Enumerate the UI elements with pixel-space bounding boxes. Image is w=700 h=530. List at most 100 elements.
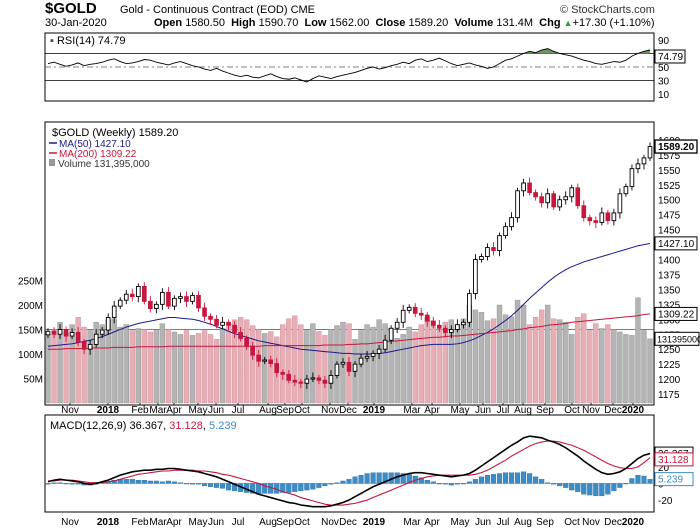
volume-bar-76 bbox=[502, 314, 509, 404]
x-label-top-3: Mar bbox=[149, 405, 167, 416]
copyright-label[interactable]: © StockCharts.com bbox=[560, 4, 655, 16]
macd-hist-bar-91 bbox=[593, 483, 599, 497]
x-label-top-8: Aug bbox=[259, 405, 277, 416]
macd-hist-bar-92 bbox=[599, 483, 605, 497]
volume-bar-75 bbox=[496, 304, 503, 404]
chg-label: Chg bbox=[539, 17, 561, 29]
candle-95 bbox=[617, 188, 623, 219]
volume-legend: Volume 131,395,000 bbox=[49, 159, 150, 170]
x-label-top-15: Apr bbox=[424, 405, 440, 416]
price-x-axis: Nov 2018 Feb Mar Apr May Jun Jul Aug Sep Oct Nov Dec… bbox=[61, 403, 645, 416]
macd-hist-bar-52 bbox=[358, 474, 364, 484]
x-label-bottom-17: Jun bbox=[475, 517, 491, 528]
volume-bar-9 bbox=[99, 324, 105, 404]
volume-bar-99 bbox=[641, 330, 647, 404]
x-label-top-20: Sep bbox=[536, 405, 554, 416]
macd-hist-bar-5 bbox=[75, 483, 81, 485]
volume-bar-7 bbox=[87, 330, 93, 404]
macd-hist-bar-47 bbox=[328, 483, 334, 485]
price-tick-1225: 1225 bbox=[658, 360, 681, 371]
rsi-y-axis: 9070503010 bbox=[658, 36, 670, 101]
volume-bar-27 bbox=[207, 334, 214, 404]
macd-hist-bar-40 bbox=[286, 483, 292, 493]
candle-body-64 bbox=[430, 320, 436, 326]
rsi-tick-30: 30 bbox=[658, 77, 670, 88]
candle-68 bbox=[455, 319, 460, 333]
rsi-legend: ▪ RSI(14) 74.79 bbox=[50, 35, 125, 47]
macd-hist-bar-46 bbox=[322, 483, 328, 487]
volume-bar-87 bbox=[569, 334, 575, 404]
volume-bar-32 bbox=[237, 317, 244, 404]
macd-hist-bar-74 bbox=[490, 474, 497, 484]
volume-bar-89 bbox=[581, 313, 587, 404]
candle-body-45 bbox=[316, 377, 322, 381]
chg-value: +17.30 (+1.10%) bbox=[572, 17, 655, 29]
signal-value-tag: 31.128 bbox=[654, 452, 694, 467]
macd-hist-bar-30 bbox=[226, 483, 232, 491]
candle-body-100 bbox=[647, 146, 653, 159]
candle-body-15 bbox=[135, 285, 141, 298]
macd-hist-bar-14 bbox=[129, 479, 135, 484]
candle-28 bbox=[214, 315, 219, 329]
signal-line bbox=[48, 440, 651, 506]
candle-body-17 bbox=[148, 300, 153, 309]
candle-45 bbox=[316, 374, 322, 385]
candle-body-42 bbox=[298, 381, 304, 384]
volume-bar-83 bbox=[544, 304, 551, 404]
candle-81 bbox=[533, 189, 538, 201]
candle-body-91 bbox=[593, 220, 599, 223]
candle-body-68 bbox=[455, 324, 460, 330]
candle-90 bbox=[587, 214, 593, 226]
candle-19 bbox=[160, 288, 165, 311]
volume-bar-98 bbox=[635, 297, 641, 404]
candle-body-32 bbox=[238, 332, 243, 339]
candle-65 bbox=[436, 319, 442, 333]
volume-bar-26 bbox=[201, 330, 208, 404]
candle-body-80 bbox=[527, 182, 532, 194]
candle-body-31 bbox=[232, 324, 237, 333]
candle-body-61 bbox=[412, 306, 418, 314]
macd-hist-bar-50 bbox=[346, 479, 352, 484]
x-label-bottom-6: Jun bbox=[208, 517, 224, 528]
volume-bar-66 bbox=[442, 321, 448, 404]
candle-body-20 bbox=[166, 291, 171, 307]
candle-64 bbox=[430, 316, 436, 329]
candle-body-30 bbox=[226, 321, 231, 326]
macd-hist-bar-78 bbox=[515, 472, 521, 484]
macd-hist-bar-80 bbox=[527, 473, 533, 484]
price-tick-1500: 1500 bbox=[658, 196, 681, 207]
macd-hist-bar-86 bbox=[563, 483, 569, 488]
volume-bar-22 bbox=[177, 334, 184, 404]
volume-bar-58 bbox=[394, 338, 400, 404]
macd-hist-bar-36 bbox=[262, 483, 268, 494]
x-label-bottom-0: Nov bbox=[61, 517, 79, 528]
macd-hist-bar-45 bbox=[316, 483, 322, 488]
ma50-value-tag-box bbox=[654, 236, 698, 251]
candle-42 bbox=[298, 379, 304, 389]
candle-body-3 bbox=[63, 329, 69, 337]
last-price-tag-box bbox=[654, 139, 698, 154]
candle-85 bbox=[557, 195, 563, 211]
rsi-series-line bbox=[47, 48, 651, 83]
candle-72 bbox=[479, 253, 484, 263]
candle-body-56 bbox=[382, 339, 388, 350]
candle-69 bbox=[461, 319, 466, 329]
candle-89 bbox=[581, 200, 587, 222]
x-label-top-5: May bbox=[189, 405, 208, 416]
candle-body-69 bbox=[461, 321, 466, 326]
candle-body-40 bbox=[286, 373, 292, 381]
candle-39 bbox=[280, 369, 286, 380]
hist-legend-value: 5.239 bbox=[209, 420, 237, 432]
macd-hist-bar-70 bbox=[466, 481, 472, 484]
macd-hist-bar-84 bbox=[551, 483, 557, 485]
candle-body-5 bbox=[75, 332, 81, 343]
macd-hist-bar-67 bbox=[448, 483, 454, 486]
macd-hist-bar-15 bbox=[135, 479, 141, 484]
candle-body-13 bbox=[123, 293, 129, 301]
price-panel-frame bbox=[44, 121, 655, 406]
macd-hist-bar-3 bbox=[63, 483, 69, 485]
x-label-top-24: 2020 bbox=[622, 405, 645, 416]
volume-bar-29 bbox=[219, 328, 226, 404]
macd-hist-bar-79 bbox=[521, 471, 527, 484]
hist-value-tag-box bbox=[654, 472, 694, 487]
